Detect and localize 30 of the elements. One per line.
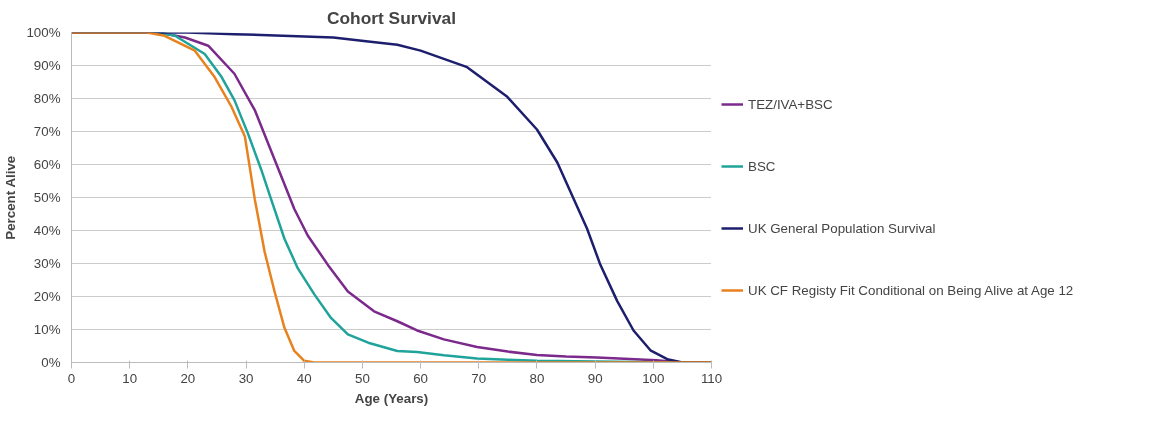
legend-label: BSC [748, 158, 776, 174]
y-axis-title: Percent Alive [3, 155, 19, 240]
y-tick-label: 50% [33, 190, 61, 205]
x-tick-label: 60 [413, 370, 429, 386]
x-tick-label: 100 [642, 370, 665, 386]
y-tick-label: 10% [33, 322, 61, 337]
y-tick-label: 0% [41, 355, 61, 370]
x-tick-label: 70 [471, 370, 487, 386]
chart-title: Cohort Survival [326, 7, 457, 28]
legend-label: TEZ/IVA+BSC [748, 96, 833, 112]
x-tick-label: 110 [700, 370, 723, 386]
y-tick-label: 60% [33, 157, 61, 172]
y-tick-label: 30% [33, 256, 61, 271]
legend-label: UK CF Registy Fit Conditional on Being Alive at Age 12 [748, 282, 1074, 298]
x-tick-label: 30 [238, 370, 254, 386]
y-tick-label: 100% [26, 25, 61, 40]
y-tick-label: 90% [33, 58, 61, 73]
x-tick-label: 50 [355, 370, 370, 386]
y-tick-label: 70% [33, 124, 61, 139]
y-tick-label: 80% [33, 91, 61, 106]
x-tick-label: 40 [296, 370, 312, 386]
x-tick-label: 10 [122, 370, 138, 386]
y-tick-label: 20% [33, 289, 61, 304]
x-tick-label: 20 [180, 370, 196, 386]
x-axis-title: Age (Years) [354, 390, 429, 406]
legend-label: UK General Population Survival [748, 220, 936, 236]
x-tick-label: 80 [529, 370, 545, 386]
x-tick-label: 90 [587, 370, 603, 386]
x-tick-label: 0 [67, 370, 76, 386]
y-tick-label: 40% [33, 223, 61, 238]
